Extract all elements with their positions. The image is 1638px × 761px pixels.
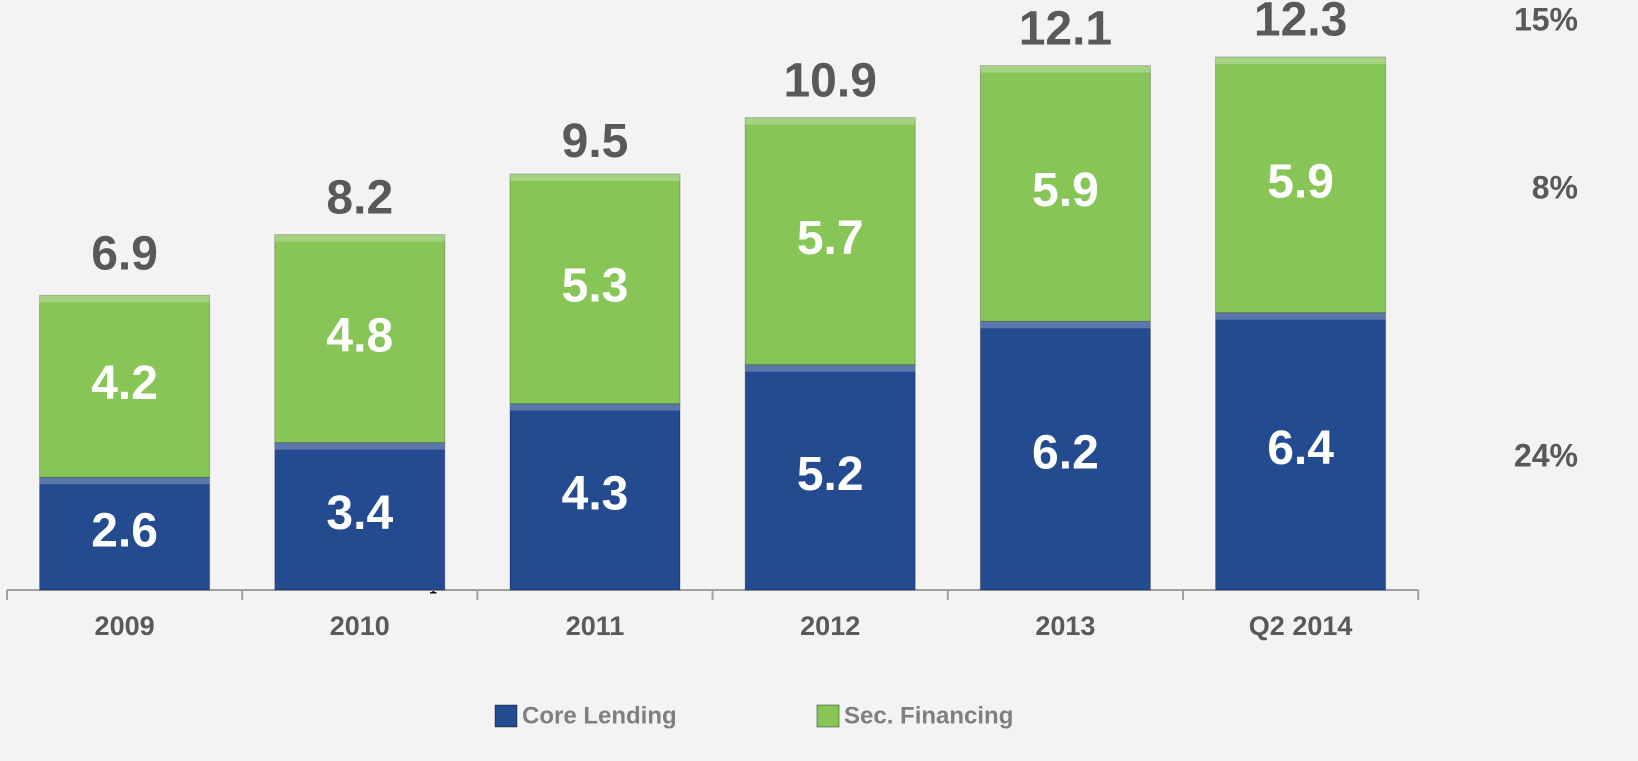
- value-label: 4.2: [91, 357, 158, 410]
- bar-bevel: [510, 403, 680, 411]
- legend-label: Sec. Financing: [844, 702, 1013, 729]
- annotation: 15%: [1514, 1, 1578, 37]
- value-label: 2.6: [91, 504, 158, 557]
- bar-segment: [979, 65, 1151, 322]
- value-label: 5.9: [1032, 164, 1099, 217]
- value-label: 5.9: [1267, 156, 1334, 209]
- value-label: 4.3: [562, 468, 629, 521]
- total-label: 6.9: [91, 228, 158, 281]
- bar-segment: [744, 364, 916, 591]
- bar-bevel: [39, 477, 210, 485]
- x-tick-label: 2013: [1035, 611, 1095, 641]
- bar-bevel: [745, 364, 916, 372]
- x-tick-label: 2009: [95, 611, 155, 641]
- bar-bevel: [980, 65, 1151, 73]
- total-label: 10.9: [783, 54, 876, 107]
- value-label: 5.7: [797, 212, 864, 265]
- legend-swatch: [494, 704, 518, 728]
- total-label: 12.1: [1019, 2, 1112, 55]
- bar-segment: [274, 442, 446, 591]
- bar-bevel: [274, 234, 445, 242]
- bar-bevel: [1215, 57, 1386, 64]
- bar-bevel: [745, 117, 916, 125]
- legend-label: Core Lending: [522, 702, 677, 729]
- legend-swatch: [816, 704, 840, 728]
- bar-segment: [1215, 56, 1387, 314]
- x-tick-label: Q2 2014: [1249, 611, 1353, 641]
- bar-segment: [509, 403, 681, 591]
- bar-segment: [509, 173, 681, 405]
- value-label: 5.3: [562, 260, 629, 313]
- value-label: 6.4: [1267, 422, 1334, 475]
- total-label: 12.3: [1254, 0, 1347, 47]
- bar-bevel: [274, 442, 445, 450]
- bar-bevel: [1215, 312, 1386, 320]
- x-tick-label: 2012: [800, 611, 860, 641]
- annotation: 24%: [1514, 437, 1578, 473]
- bar-segment: [744, 117, 916, 366]
- x-tick-label: 2010: [330, 611, 390, 641]
- bar-segment: [274, 234, 446, 444]
- bar-segment: [979, 320, 1151, 591]
- value-label: 6.2: [1032, 426, 1099, 479]
- bar-segment: [1215, 312, 1387, 591]
- value-label: 4.8: [326, 309, 393, 362]
- value-label: 5.2: [797, 448, 864, 501]
- value-label: 3.4: [326, 487, 393, 540]
- bar-bevel: [980, 321, 1151, 329]
- bar-bevel: [510, 174, 680, 181]
- bar-segment: [39, 294, 211, 478]
- bar-bevel: [39, 295, 210, 303]
- annotation: 8%: [1532, 169, 1578, 205]
- bar-segment: [39, 476, 211, 591]
- total-label: 8.2: [326, 171, 393, 224]
- total-label: 9.5: [562, 115, 629, 168]
- x-tick-label: 2011: [566, 611, 625, 641]
